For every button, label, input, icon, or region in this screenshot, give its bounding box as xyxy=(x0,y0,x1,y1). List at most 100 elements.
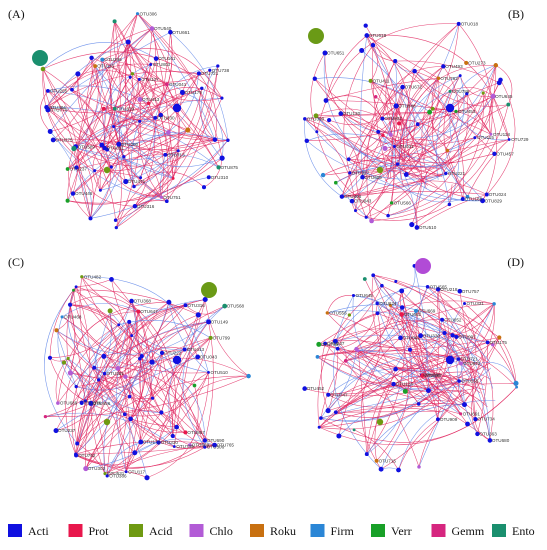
node-label: OTU496 xyxy=(344,194,362,199)
network-node xyxy=(115,366,121,371)
node-label: OTU041 xyxy=(169,82,187,87)
network-edge xyxy=(375,96,422,225)
network-edge xyxy=(458,23,493,135)
network-node xyxy=(107,308,113,314)
network-edge xyxy=(126,321,159,443)
network-edge xyxy=(444,332,486,371)
network-node xyxy=(166,299,172,305)
network-edge xyxy=(70,304,119,326)
network-node xyxy=(492,151,497,156)
network-node xyxy=(226,138,230,142)
network-edge xyxy=(365,25,405,163)
network-node xyxy=(45,88,50,93)
node-label: OTU690 xyxy=(207,438,225,443)
network-node xyxy=(399,312,405,317)
network-node xyxy=(339,194,345,199)
node-label: OTU540 xyxy=(154,26,172,31)
network-node xyxy=(414,225,420,230)
network-edge xyxy=(325,35,367,101)
node-label: OTU018 xyxy=(461,22,479,27)
network-edge xyxy=(431,78,439,109)
node-label: OTU200 xyxy=(121,142,139,147)
network-edge xyxy=(395,180,487,195)
network-edge xyxy=(117,368,134,419)
network-node xyxy=(319,416,323,420)
network-node xyxy=(156,440,161,445)
network-node xyxy=(219,155,225,161)
network-node xyxy=(487,438,493,443)
network-node xyxy=(376,418,384,426)
network-edge xyxy=(115,150,179,221)
network-node xyxy=(412,68,417,74)
network-node xyxy=(128,416,133,422)
node-label: OTU739 xyxy=(176,444,194,449)
network-edge xyxy=(418,390,467,467)
network-edge xyxy=(161,337,211,413)
network-edge xyxy=(348,86,403,160)
network-edge xyxy=(124,410,186,433)
network-edge xyxy=(168,302,209,373)
node-label: OTU482 xyxy=(84,274,102,279)
network-edge xyxy=(104,32,173,149)
network-edge xyxy=(204,321,214,441)
network-edge xyxy=(71,89,122,228)
network-edge xyxy=(102,59,228,141)
network-edge xyxy=(315,111,457,117)
node-label: OTU413 xyxy=(187,347,205,352)
network-edge xyxy=(318,368,396,428)
network-edge xyxy=(42,42,157,70)
network-edge xyxy=(357,350,396,370)
network-node xyxy=(113,218,118,223)
network-edge xyxy=(414,70,492,135)
network-edge xyxy=(114,21,168,85)
network-node xyxy=(174,424,179,430)
network-edge xyxy=(371,139,510,222)
node-label: OTU762 xyxy=(78,453,96,458)
network-edge xyxy=(116,65,219,228)
network-edge xyxy=(317,356,491,387)
network-edge xyxy=(459,291,476,420)
network-node xyxy=(206,319,212,325)
network-edge xyxy=(40,90,51,132)
network-node xyxy=(435,417,440,422)
network-edge xyxy=(320,386,517,443)
network-edge xyxy=(168,132,228,141)
network-node xyxy=(93,64,98,69)
edge-layer xyxy=(304,23,516,228)
node-label: OTU378 xyxy=(84,401,102,406)
network-edge xyxy=(345,353,487,368)
node-label: OTU453 xyxy=(458,109,476,114)
network-edge xyxy=(411,92,484,225)
network-node xyxy=(183,303,188,308)
network-edge xyxy=(360,35,368,178)
node-label: OTU799 xyxy=(213,336,231,341)
network-edge xyxy=(366,35,411,131)
network-node xyxy=(195,312,201,318)
network-edge xyxy=(102,59,168,85)
network-node xyxy=(103,166,111,174)
network-edge xyxy=(381,285,486,405)
network-edge xyxy=(133,97,223,187)
network-edge xyxy=(102,48,223,99)
network-node xyxy=(116,141,122,147)
network-edge xyxy=(172,321,209,437)
network-edge xyxy=(77,443,106,474)
network-node xyxy=(393,59,398,64)
network-edge xyxy=(76,352,163,391)
network-edge xyxy=(131,121,140,187)
node-label: OTU609 xyxy=(365,175,383,180)
network-edge xyxy=(139,356,190,446)
node-label: OTU363 xyxy=(479,432,497,437)
network-edge xyxy=(447,137,476,151)
network-edge xyxy=(322,157,407,176)
network-node xyxy=(67,302,73,307)
network-node xyxy=(325,311,329,315)
network-edge xyxy=(388,134,492,216)
network-node xyxy=(179,89,186,95)
node-label: OTU770 xyxy=(50,108,68,113)
node-label: OTU802 xyxy=(384,116,402,121)
network-edge xyxy=(434,319,449,392)
network-edge xyxy=(341,138,436,197)
network-edge xyxy=(53,138,166,156)
network-edge xyxy=(341,146,395,197)
